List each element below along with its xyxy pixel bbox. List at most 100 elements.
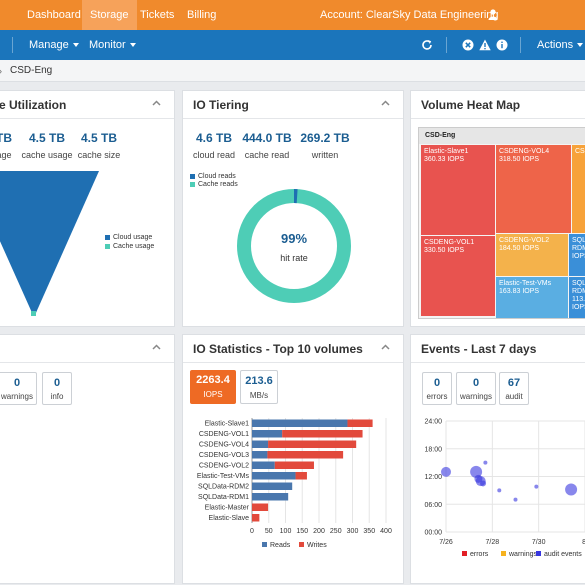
legend-label: errors: [470, 551, 489, 558]
mbs-value: 213.6: [245, 375, 273, 387]
bar-reads: [252, 482, 293, 490]
hit-rate-value: 99%: [280, 231, 308, 246]
badge-label: errors: [426, 392, 448, 401]
x-tick-label: 100: [280, 528, 292, 535]
heat-cell-elastic-test-vms[interactable]: Elastic-Test-VMs 163.83 IOPS: [496, 277, 568, 318]
y-tick-label: Elastic-Master: [205, 505, 250, 512]
actions-label: Actions: [537, 39, 574, 51]
scatter-point-audit-events: [497, 488, 502, 493]
y-tick-label: SQLData-RDM2: [198, 484, 249, 491]
bar-writes: [252, 514, 260, 522]
stat-label: cache usage: [21, 150, 73, 160]
badge-value: 0: [433, 377, 441, 389]
bar-reads: [252, 440, 269, 448]
x-tick-label: 8/: [582, 539, 585, 546]
stat-label: age: [0, 150, 12, 160]
y-tick-label: SQLData-RDM1: [198, 494, 249, 501]
legend-swatch: [105, 243, 110, 249]
cache-read-stat: 444.0 TB cache read: [241, 131, 293, 160]
legend-swatch: [501, 551, 506, 556]
legend-label: Cache usage: [113, 243, 155, 250]
toolbar: Manage Monitor Actions: [0, 30, 585, 60]
heat-cell-name: SQL RDM IOPS: [572, 237, 585, 260]
cache-reads-ring: [237, 189, 351, 303]
iops-toggle-button[interactable]: 2263.4 IOPS: [190, 370, 236, 404]
heat-map-group-header: CSD-Eng: [419, 128, 585, 144]
events-audit-badge[interactable]: 67 audit: [499, 372, 529, 405]
bar-reads: [252, 430, 283, 438]
heat-cell-iops: 163.83 IOPS: [499, 288, 540, 295]
heat-cell-csdeng-vol2[interactable]: CSDENG-VOL2 184.50 IOPS: [496, 234, 568, 276]
panel-title: e Utilization: [0, 98, 67, 112]
badge-value: 0: [472, 377, 480, 389]
capacity-utilization-panel: e Utilization TB age 4.5 TB cache usage …: [0, 90, 175, 327]
events-errors-badge[interactable]: 0 errors: [422, 372, 452, 405]
y-tick-label: CSDENG-VOL3: [199, 452, 249, 459]
y-tick-label: 24:00: [424, 419, 442, 426]
mbs-toggle-button[interactable]: 213.6 MB/s: [240, 370, 278, 404]
legend-label: warnings: [508, 551, 538, 558]
panel-divider: [411, 118, 585, 119]
warning-icon[interactable]: [479, 39, 491, 51]
legend-swatch: [536, 551, 541, 556]
bar-reads: [252, 472, 296, 480]
heat-cell-elastic-slave1[interactable]: Elastic-Slave1 360.33 IOPS: [421, 145, 495, 235]
heat-cell-csdeng-vol1[interactable]: CSDENG-VOL1 330.50 IOPS: [421, 236, 495, 316]
y-tick-label: 18:00: [424, 446, 442, 453]
info-icon[interactable]: [496, 39, 508, 51]
io-tiering-panel: IO Tiering 4.6 TB cloud read 444.0 TB ca…: [182, 90, 404, 327]
heat-cell-sql-rdm[interactable]: SQL RDM IOPS: [569, 234, 585, 276]
panel-divider: [411, 362, 585, 363]
tab-billing[interactable]: Billing: [187, 9, 217, 21]
stat-value: 444.0 TB: [242, 131, 292, 145]
x-tick-label: 400: [380, 528, 392, 535]
chevron-down-icon: [72, 43, 79, 48]
manage-menu[interactable]: Manage: [29, 30, 79, 60]
events-warnings-badge[interactable]: 0 warnings: [456, 372, 496, 405]
heat-cell-cs[interactable]: CS: [572, 145, 585, 233]
breadcrumb-current[interactable]: CSD-Eng: [10, 65, 53, 76]
badge-label: audit: [505, 392, 523, 401]
cache-usage-area: [31, 311, 36, 316]
heat-cell-name: CSDENG-VOL4: [499, 148, 550, 155]
legend-label: Cache reads: [198, 181, 238, 188]
chevron-up-icon[interactable]: [381, 100, 390, 106]
y-tick-label: Elastic-Slave1: [205, 421, 249, 428]
panel-divider: [0, 118, 174, 119]
tab-storage[interactable]: Storage: [82, 0, 137, 30]
badge-value: 67: [507, 377, 521, 389]
scatter-point-audit-events: [534, 484, 539, 489]
y-tick-label: CSDENG-VOL2: [199, 463, 249, 470]
tab-dashboard[interactable]: Dashboard: [27, 9, 81, 21]
stat-label: cache read: [244, 150, 290, 160]
user-icon[interactable]: [488, 9, 498, 20]
chevron-up-icon[interactable]: [381, 344, 390, 350]
heat-cell-sqld-rdm[interactable]: SQLD RDM 113.1 IOPS: [569, 277, 585, 318]
refresh-icon[interactable]: [421, 39, 433, 51]
bar-writes: [347, 419, 373, 427]
monitor-menu[interactable]: Monitor: [89, 30, 136, 60]
chevron-up-icon[interactable]: [152, 344, 161, 350]
heat-cell-csdeng-vol4[interactable]: CSDENG-VOL4 318.50 IOPS: [496, 145, 571, 233]
tab-tickets[interactable]: Tickets: [140, 9, 175, 21]
panel-title: IO Statistics - Top 10 volumes: [193, 342, 363, 356]
chevron-up-icon[interactable]: [152, 100, 161, 106]
account-label[interactable]: Account: ClearSky Data Engineering: [320, 9, 499, 21]
panel-divider: [183, 118, 403, 119]
close-circle-icon[interactable]: [462, 39, 474, 51]
alerts-info-badge[interactable]: 0 info: [42, 372, 72, 405]
badge-value: 0: [13, 377, 21, 389]
legend-label: Cloud usage: [113, 234, 153, 241]
manage-label: Manage: [29, 39, 69, 51]
actions-menu[interactable]: Actions: [537, 30, 584, 60]
y-tick-label: CSDENG-VOL1: [199, 431, 249, 438]
stat-value: TB: [0, 131, 12, 145]
chevron-down-icon: [577, 43, 584, 48]
heat-cell-name: Elastic-Test-VMs: [499, 280, 552, 287]
y-tick-label: Elastic-Slave: [209, 515, 250, 522]
alerts-panel: 0 warnings 0 info: [0, 334, 175, 584]
panel-title: Volume Heat Map: [421, 98, 521, 112]
legend-swatch: [262, 542, 267, 547]
alerts-warnings-badge[interactable]: 0 warnings: [0, 372, 37, 405]
legend-label: audit events: [544, 551, 582, 558]
